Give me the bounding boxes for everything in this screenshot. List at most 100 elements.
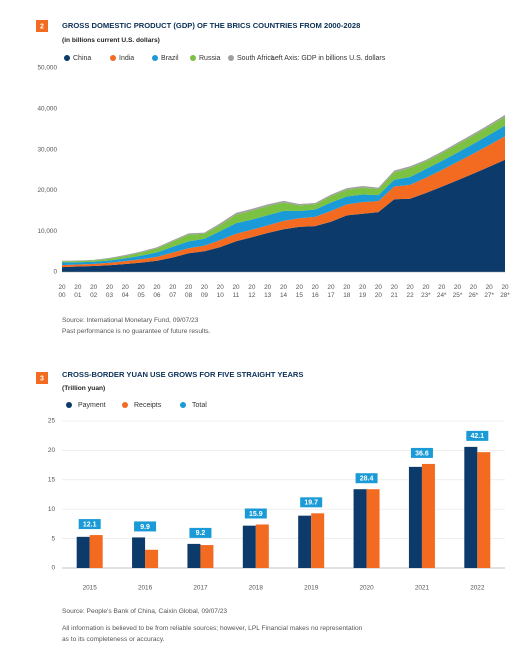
x-tick-label: 20 04 [122, 284, 130, 299]
note: as to its completeness or accuracy. [62, 636, 165, 643]
legend-marker [66, 402, 72, 408]
legend-label: South Africa [237, 55, 275, 62]
total-label-box [189, 527, 212, 538]
figure-badge [36, 372, 48, 384]
bar [311, 513, 325, 568]
y-tick-label: 10 [48, 506, 56, 513]
total-label: 19.7 [304, 500, 318, 507]
y-tick-label: 20,000 [37, 187, 57, 194]
x-tick-label: 20 02 [90, 284, 98, 299]
x-tick-label: 20 01 [74, 284, 82, 299]
total-label-box [355, 473, 378, 484]
bar [187, 543, 201, 568]
x-tick-label: 20 13 [264, 284, 272, 299]
chart-subtitle: (Trillion yuan) [62, 385, 105, 392]
x-tick-label: 2017 [193, 585, 208, 592]
total-label-box [78, 519, 101, 530]
x-tick-label: 20 27* [484, 284, 494, 299]
x-tick-label: 20 05 [138, 284, 146, 299]
x-tick-label: 20 14 [280, 284, 288, 299]
legend-label: Receipts [134, 402, 162, 409]
x-tick-label: 2021 [415, 585, 430, 592]
y-tick-label: 0 [53, 269, 57, 276]
x-tick-label: 2022 [470, 585, 485, 592]
chart-title: CROSS-BORDER YUAN USE GROWS FOR FIVE STR… [62, 370, 303, 379]
x-tick-label: 2016 [138, 585, 153, 592]
bar [89, 535, 103, 568]
legend-marker [180, 402, 186, 408]
legend-marker [152, 55, 158, 61]
x-tick-label: 20 25* [453, 284, 463, 299]
legend-label: China [73, 55, 91, 62]
bar [242, 525, 256, 568]
total-label: 12.1 [83, 521, 97, 528]
bar [353, 489, 367, 568]
area [62, 159, 505, 272]
bar [298, 515, 312, 568]
x-tick-label: 2019 [304, 585, 319, 592]
total-label-box [134, 521, 157, 532]
total-label: 15.9 [249, 511, 263, 518]
x-tick-label: 20 08 [185, 284, 193, 299]
legend-label: Russia [199, 55, 221, 62]
total-label-box [300, 497, 323, 508]
total-label-box [244, 508, 267, 519]
bar [464, 446, 478, 568]
legend-label: Total [192, 402, 207, 409]
note: All information is believed to be from r… [62, 625, 363, 632]
bar [408, 466, 422, 568]
total-label: 9.9 [140, 524, 150, 531]
x-tick-label: 2020 [359, 585, 374, 592]
figure-number: 3 [40, 375, 44, 382]
figure-badge [36, 20, 48, 32]
note: Past performance is no guarantee of futu… [62, 328, 211, 335]
source: Source: People's Bank of China, Caixin G… [62, 608, 227, 615]
total-label-box [410, 447, 433, 458]
x-tick-label: 20 03 [106, 284, 114, 299]
total-label: 9.2 [196, 530, 206, 537]
bar [132, 537, 146, 568]
y-tick-label: 25 [48, 418, 56, 425]
x-tick-label: 20 09 [201, 284, 209, 299]
x-tick-label: 20 11 [232, 284, 240, 299]
legend-marker [64, 55, 70, 61]
legend-marker [228, 55, 234, 61]
x-tick-label: 20 26* [469, 284, 479, 299]
bar [366, 489, 380, 568]
legend-marker [122, 402, 128, 408]
bar [255, 524, 269, 568]
x-tick-label: 20 24* [437, 284, 447, 299]
annotation: Left Axis: GDP in billions U.S. dollars [271, 55, 386, 62]
y-tick-label: 10,000 [37, 228, 57, 235]
x-tick-label: 2018 [249, 585, 264, 592]
x-tick-label: 20 10 [217, 284, 225, 299]
bar [477, 452, 491, 568]
total-label: 42.1 [471, 433, 485, 440]
x-tick-label: 20 06 [153, 284, 161, 299]
bar [421, 463, 435, 568]
x-tick-label: 2015 [83, 585, 98, 592]
y-tick-label: 0 [51, 565, 55, 572]
x-tick-label: 20 23* [421, 284, 431, 299]
total-label: 28.4 [360, 476, 374, 483]
y-tick-label: 40,000 [37, 105, 57, 112]
legend-label: Payment [78, 402, 106, 409]
y-tick-label: 30,000 [37, 146, 57, 153]
total-label-box [466, 430, 489, 441]
chart-title: GROSS DOMESTIC PRODUCT (GDP) OF THE BRIC… [62, 21, 360, 30]
legend-marker [110, 55, 116, 61]
source: Source: International Monetary Fund, 09/… [62, 317, 199, 324]
x-tick-label: 20 12 [248, 284, 256, 299]
y-tick-label: 15 [48, 476, 56, 483]
bar [200, 545, 214, 568]
x-tick-label: 20 28* [500, 284, 510, 299]
y-tick-label: 50,000 [37, 65, 57, 72]
